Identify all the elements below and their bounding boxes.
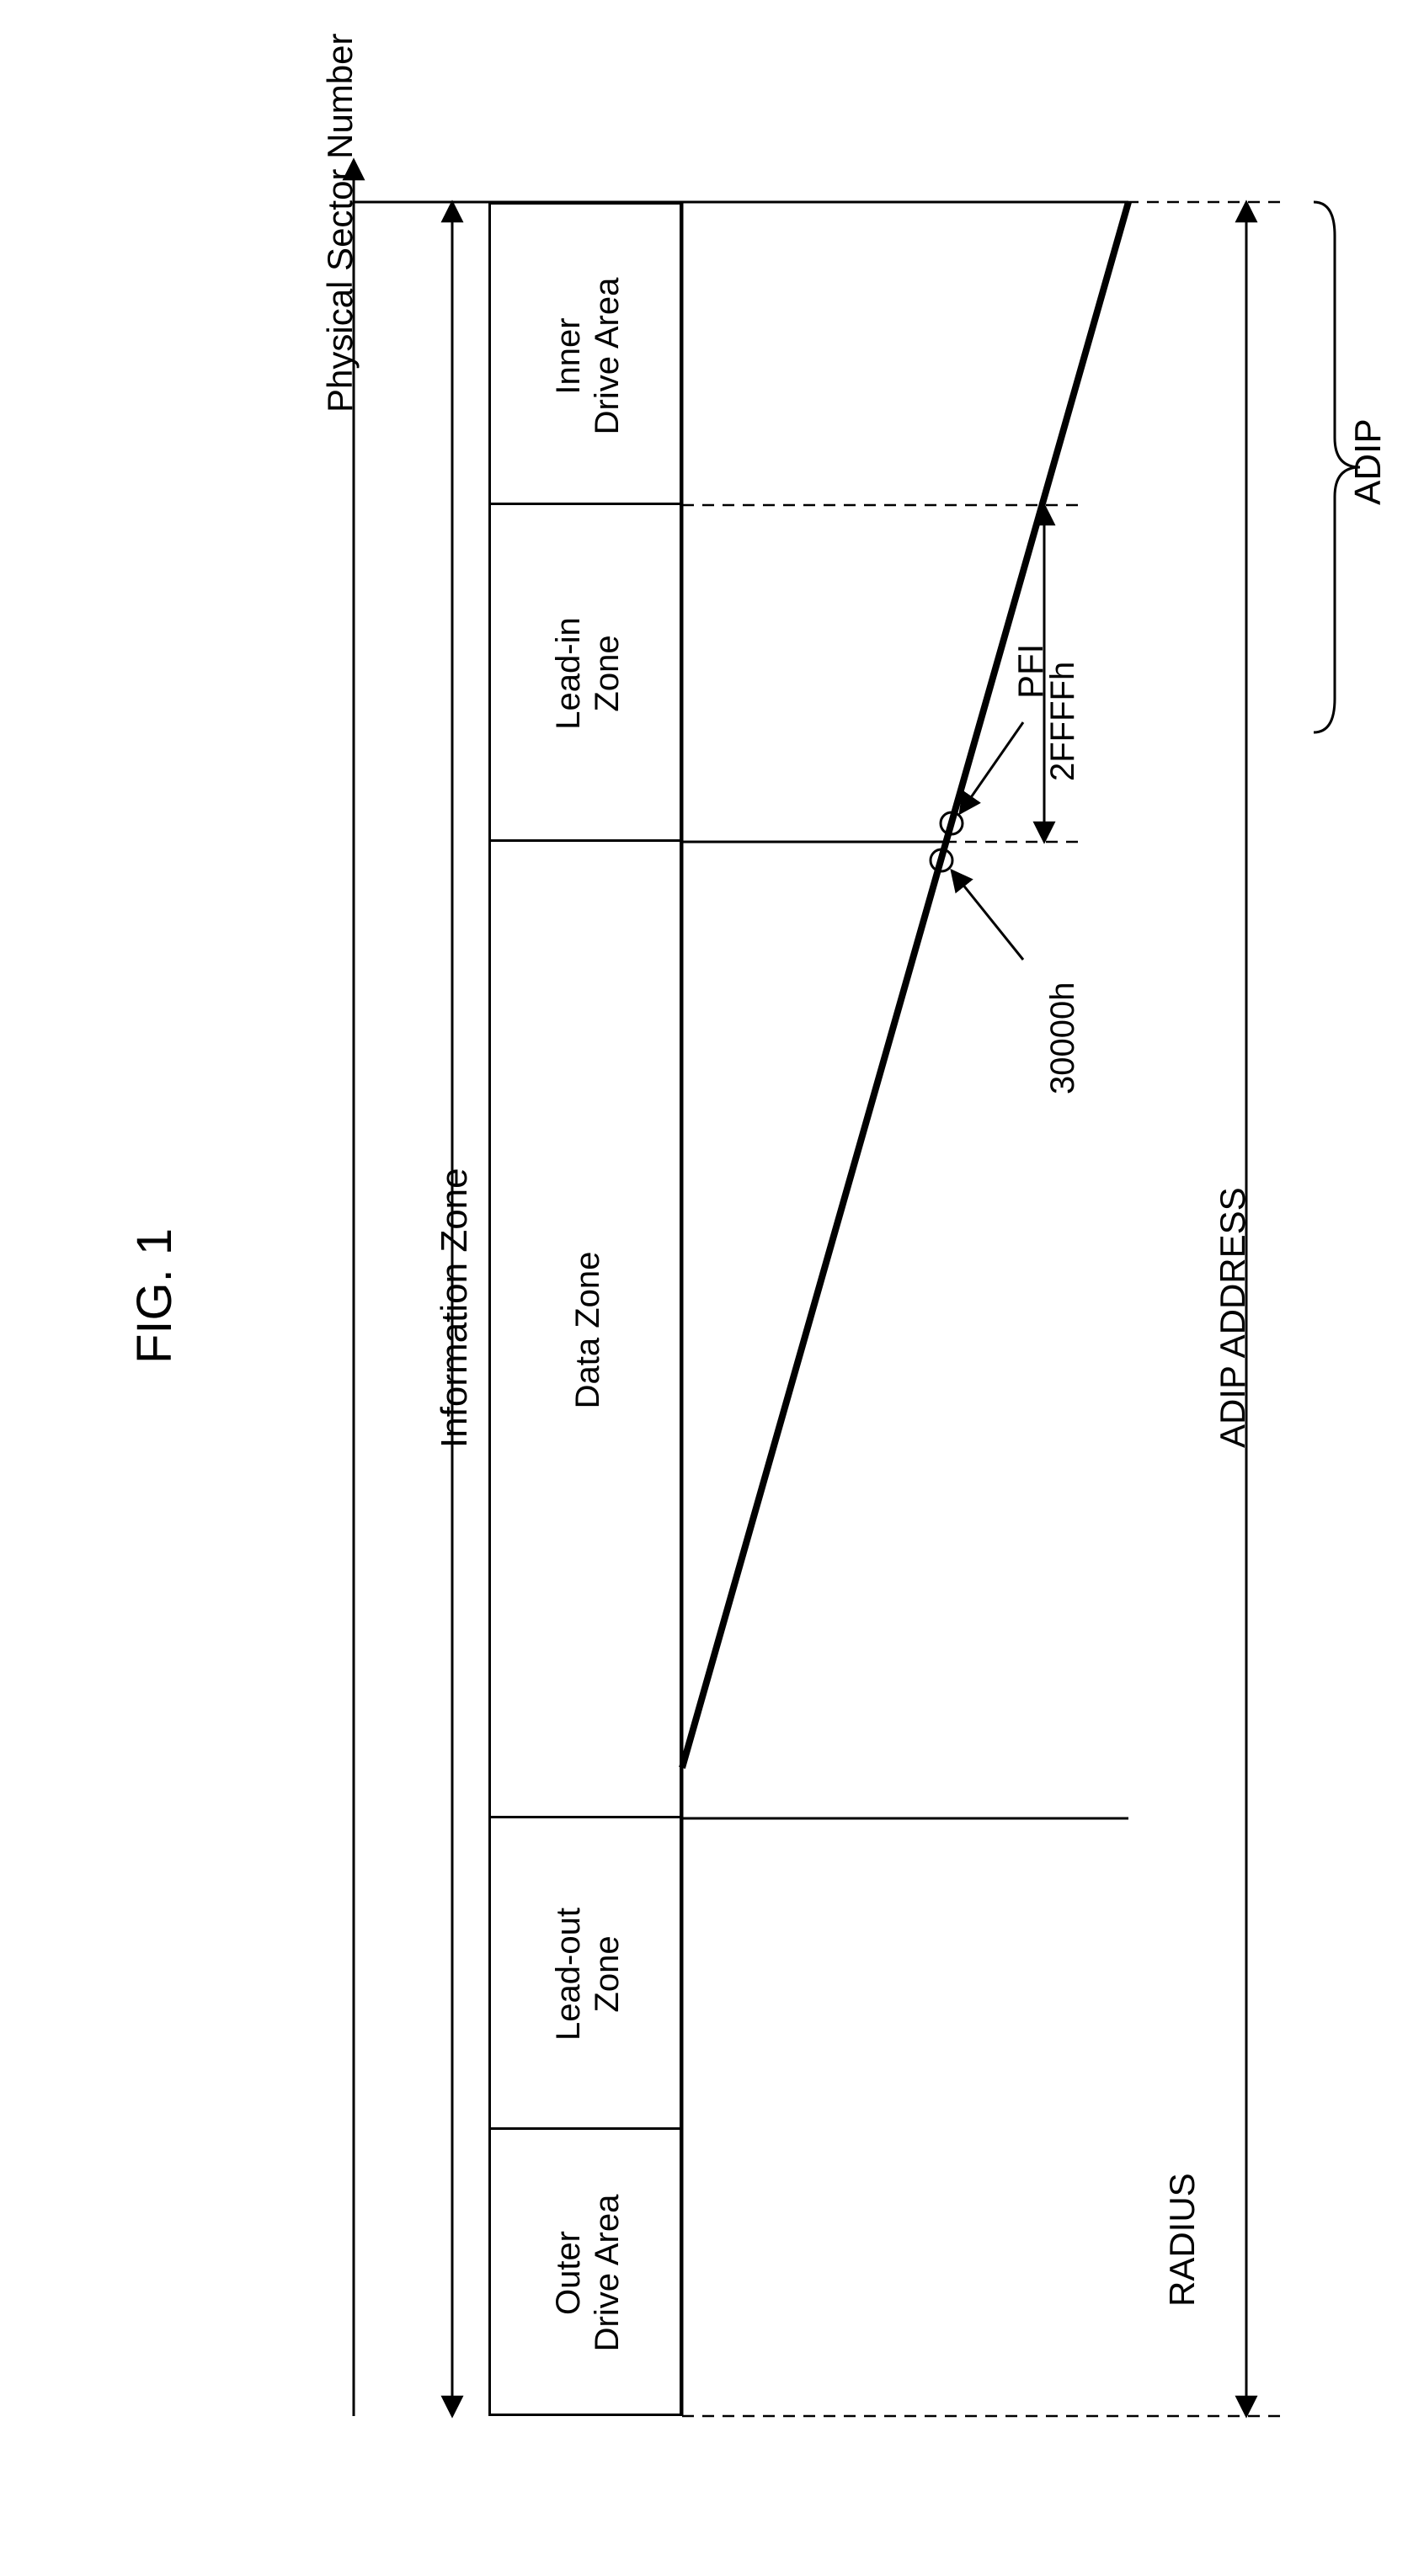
pfi-label: PFI xyxy=(1011,644,1051,699)
adip-brace-label: ADIP xyxy=(1347,418,1389,505)
figure-container: FIG. 1 Physical Sector Number Informatio… xyxy=(34,34,1374,2542)
marker-label-30000h: 30000h xyxy=(1044,982,1082,1094)
radius-label: RADIUS xyxy=(1162,2173,1203,2307)
marker2-pointer xyxy=(952,870,1023,960)
diagram-svg xyxy=(34,34,1374,2542)
adip-address-label: ADIP ADDRESS xyxy=(1213,1187,1253,1448)
